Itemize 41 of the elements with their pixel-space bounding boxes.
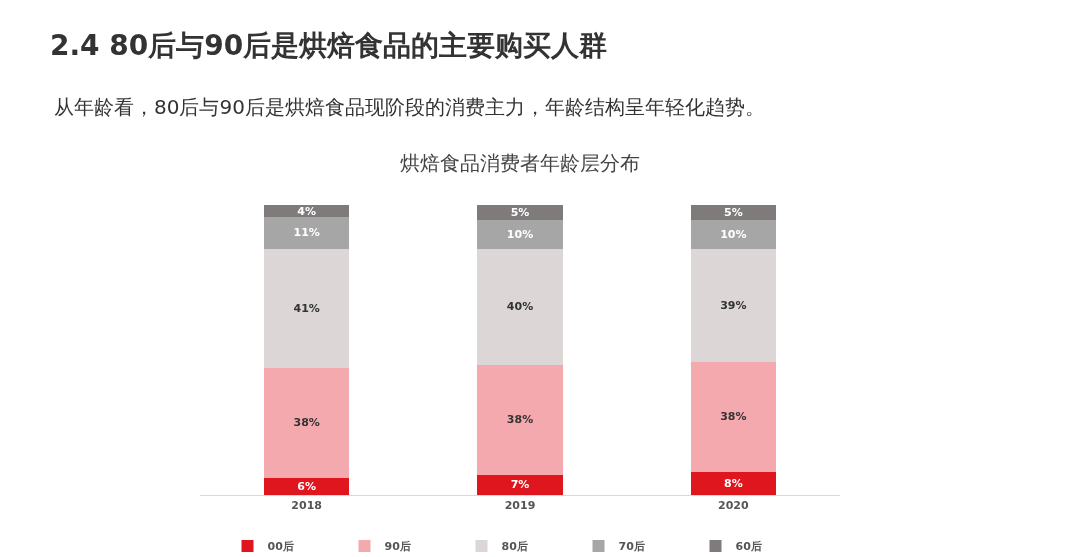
data-label: 5% bbox=[723, 205, 743, 219]
data-label: 38% bbox=[293, 416, 320, 430]
legend-label: 60后 bbox=[735, 540, 762, 554]
x-tick-label: 2020 bbox=[718, 499, 749, 513]
bar bbox=[477, 248, 563, 365]
data-label: 5% bbox=[510, 205, 530, 219]
data-label: 10% bbox=[720, 227, 747, 241]
bar bbox=[690, 219, 776, 249]
data-label: 39% bbox=[720, 298, 747, 312]
x-tick-label: 2018 bbox=[291, 499, 322, 513]
bar bbox=[477, 205, 563, 220]
data-label: 10% bbox=[506, 227, 534, 241]
text: 烘焙食品消费者年龄层分布 bbox=[400, 151, 640, 175]
x-tick-label: 2019 bbox=[504, 499, 536, 513]
bar bbox=[690, 471, 776, 495]
bar bbox=[477, 219, 563, 249]
bar bbox=[477, 364, 563, 475]
data-label: 38% bbox=[506, 413, 534, 427]
legend-label: 70后 bbox=[618, 540, 645, 554]
chart-title: 2.4 80后与90后是烘焙食品的主要购买人群 bbox=[50, 28, 608, 62]
chart-subtitle: 从年龄看，80后与90后是烘焙食品现阶段的消费主力，年龄结构呈年轻化趋势。 bbox=[54, 95, 765, 119]
data-label: 38% bbox=[720, 410, 747, 424]
legend-label: 90后 bbox=[384, 540, 411, 554]
data-label: 4% bbox=[297, 204, 317, 218]
bar bbox=[690, 248, 776, 362]
bar bbox=[264, 216, 350, 249]
bar bbox=[264, 248, 350, 368]
bar bbox=[477, 474, 563, 495]
data-label: 8% bbox=[723, 476, 743, 490]
data-label: 11% bbox=[293, 226, 320, 240]
data-label: 7% bbox=[510, 478, 530, 492]
legend-label: 80后 bbox=[501, 540, 528, 554]
legend-label: 00后 bbox=[267, 540, 294, 554]
bar bbox=[690, 205, 776, 220]
bar bbox=[690, 361, 776, 472]
data-label: 6% bbox=[297, 479, 317, 493]
data-label: 40% bbox=[506, 300, 534, 314]
bar bbox=[264, 477, 350, 495]
data-label: 41% bbox=[293, 301, 320, 315]
bar bbox=[264, 367, 350, 478]
bar bbox=[264, 205, 350, 217]
